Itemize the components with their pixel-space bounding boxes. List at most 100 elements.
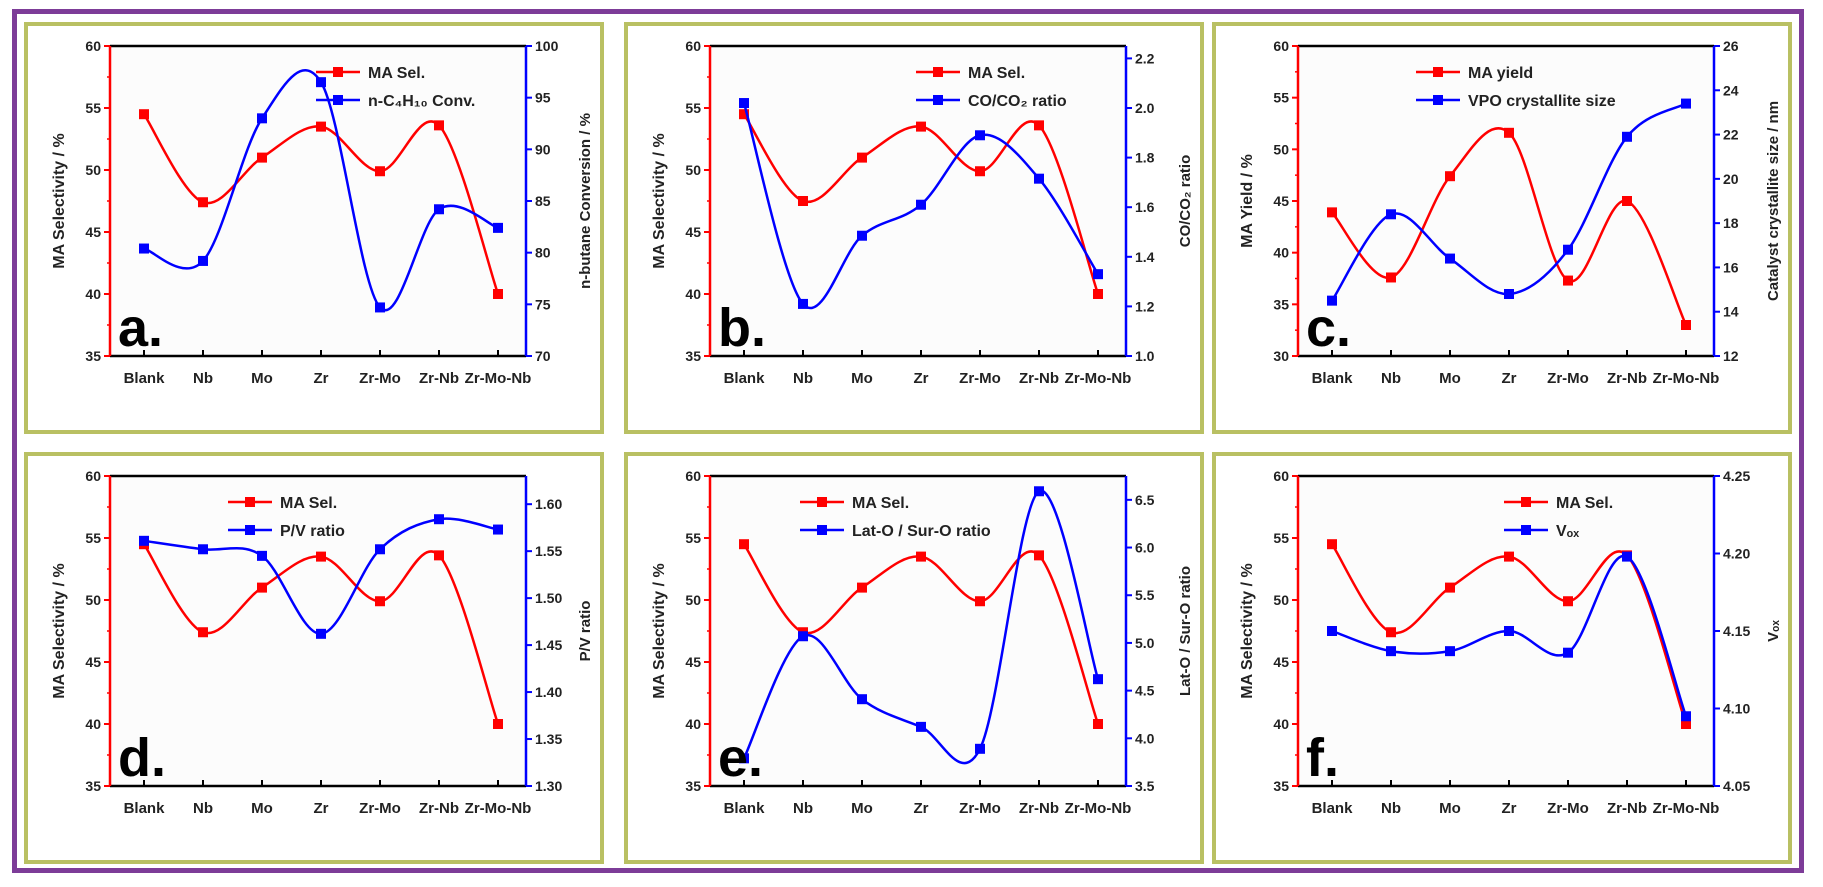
legend-marker (1433, 67, 1443, 77)
right-axis-title: P/V ratio (577, 601, 594, 662)
right-tick-label: 5.0 (1135, 635, 1155, 651)
panel-f: 35 40 45 50 55 60 4.05 4.10 4.15 4.20 4.25 Blank Nb M… (1212, 452, 1792, 864)
data-point-right-0 (139, 243, 149, 254)
legend-label: P/V ratio (280, 523, 345, 540)
right-tick-label: 1.45 (535, 637, 562, 653)
x-tick-label: Zr-Mo-Nb (1653, 800, 1720, 817)
data-point-left-5 (434, 120, 444, 131)
x-tick-label: Zr-Nb (1019, 800, 1059, 817)
data-point-right-5 (434, 204, 444, 215)
x-tick-label: Mo (851, 370, 873, 387)
data-point-left-3 (316, 121, 326, 132)
right-tick-label: 22 (1723, 127, 1739, 143)
right-tick-label: 1.50 (535, 590, 562, 606)
data-point-left-0 (1327, 207, 1337, 218)
x-tick-label: Zr-Nb (1607, 800, 1647, 817)
data-point-right-2 (857, 230, 867, 241)
data-point-right-3 (1504, 289, 1514, 299)
chart-svg: 35 40 45 50 55 60 3.5 4.0 4.5 5.0 5.5 6.0 6.5 Blank Nb… (651, 468, 1194, 817)
data-point-left-0 (139, 109, 149, 120)
panel-label: b. (718, 298, 766, 358)
data-point-left-4 (975, 596, 985, 607)
left-tick-label: 60 (85, 468, 101, 484)
data-point-right-4 (975, 743, 985, 754)
data-point-right-3 (916, 199, 926, 210)
x-tick-label: Mo (251, 800, 273, 817)
data-point-right-5 (1622, 131, 1632, 142)
x-tick-label: Blank (724, 800, 766, 817)
left-tick-label: 55 (1273, 530, 1289, 546)
legend-marker (817, 497, 827, 507)
legend-label: Vₒₓ (1556, 523, 1579, 540)
right-tick-label: 3.5 (1135, 778, 1155, 794)
left-tick-label: 35 (1273, 778, 1289, 794)
legend-label: MA Sel. (368, 65, 425, 82)
left-tick-label: 35 (85, 348, 101, 364)
panel-label: c. (1306, 298, 1351, 358)
left-axis-title: MA Selectivity / % (651, 133, 668, 268)
x-tick-label: Mo (851, 800, 873, 817)
panel-label: a. (118, 298, 163, 358)
data-point-left-5 (1034, 550, 1044, 561)
left-tick-label: 55 (685, 100, 701, 116)
x-tick-label: Zr-Mo (1547, 370, 1589, 387)
data-point-left-3 (1504, 551, 1514, 562)
x-tick-label: Zr-Mo-Nb (465, 370, 532, 387)
data-point-left-6 (1681, 320, 1691, 330)
data-point-right-3 (916, 721, 926, 732)
right-tick-label: 1.4 (1135, 249, 1155, 265)
legend-label: n-C₄H₁₀ Conv. (368, 93, 475, 110)
right-tick-label: 2.2 (1135, 50, 1155, 66)
x-tick-label: Blank (1312, 800, 1354, 817)
data-point-left-0 (739, 109, 749, 120)
plot-area (110, 46, 526, 356)
series-line-right (143, 69, 499, 312)
legend-marker (817, 525, 827, 535)
right-tick-label: 1.0 (1135, 348, 1155, 364)
left-tick-label: 55 (1273, 90, 1289, 106)
data-point-left-1 (1386, 627, 1396, 638)
data-point-right-5 (1622, 551, 1632, 562)
x-tick-label: Zr-Nb (419, 370, 459, 387)
x-tick-label: Zr-Mo (1547, 800, 1589, 817)
data-point-right-0 (139, 535, 149, 546)
x-tick-label: Blank (124, 800, 166, 817)
panel-d: 35 40 45 50 55 60 1.30 1.35 1.40 1.45 1.50 1.55 1.60… (24, 452, 604, 864)
panel-e: 35 40 45 50 55 60 3.5 4.0 4.5 5.0 5.5 6.0 6.5 Blank Nb… (624, 452, 1204, 864)
x-tick-label: Zr-Nb (1607, 370, 1647, 387)
data-point-right-0 (1327, 626, 1337, 636)
right-tick-label: 4.05 (1723, 778, 1750, 794)
x-tick-label: Nb (1381, 370, 1401, 387)
right-axis-title: Lat-O / Sur-O ratio (1177, 566, 1194, 696)
data-point-right-6 (1093, 674, 1103, 685)
data-point-right-5 (1034, 486, 1044, 497)
data-point-right-4 (1563, 647, 1573, 658)
left-tick-label: 35 (85, 778, 101, 794)
chart-svg: 30 35 40 45 50 55 60 12 14 16 18 20 22 24 26 Blank Nb Mo Z… (1239, 38, 1782, 387)
right-tick-label: 4.10 (1723, 701, 1750, 717)
panel-label: f. (1306, 728, 1339, 788)
legend-marker (1433, 95, 1443, 105)
right-tick-label: 1.35 (535, 731, 562, 747)
right-tick-label: 1.2 (1135, 298, 1155, 314)
data-point-left-0 (739, 539, 749, 550)
left-tick-label: 60 (1273, 468, 1289, 484)
x-tick-label: Mo (1439, 800, 1461, 817)
data-point-right-2 (857, 694, 867, 705)
left-tick-label: 45 (1273, 654, 1289, 670)
left-tick-label: 35 (685, 778, 701, 794)
right-tick-label: 18 (1723, 215, 1739, 231)
legend-marker (933, 95, 943, 105)
right-tick-label: 14 (1723, 304, 1739, 320)
left-tick-label: 40 (1273, 245, 1289, 261)
legend-marker (1521, 525, 1531, 535)
x-tick-label: Nb (193, 800, 213, 817)
left-axis-title: MA Selectivity / % (651, 563, 668, 698)
right-tick-label: 5.5 (1135, 587, 1155, 603)
x-tick-label: Zr (314, 800, 329, 817)
data-point-right-3 (1504, 626, 1514, 636)
right-axis-title: n-butane Conversion / % (577, 113, 594, 289)
legend-label: MA yield (1468, 65, 1533, 82)
left-tick-label: 60 (685, 38, 701, 54)
data-point-right-0 (739, 753, 749, 764)
